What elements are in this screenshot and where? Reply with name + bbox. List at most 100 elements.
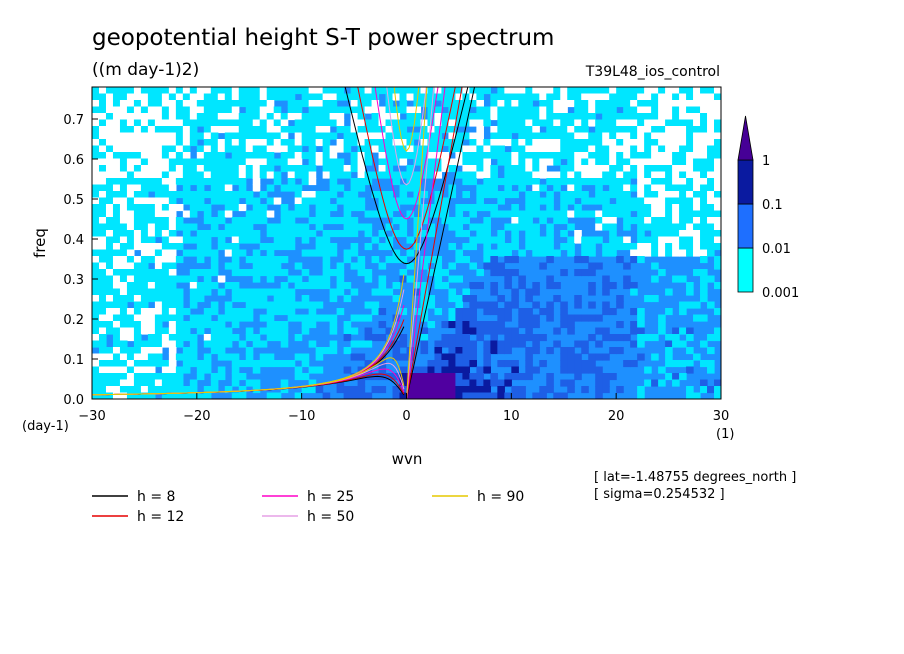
heatmap-cell (336, 217, 345, 225)
heatmap-cell (413, 178, 422, 186)
heatmap-cell (161, 301, 170, 309)
heatmap-cell (273, 106, 282, 114)
heatmap-cell (630, 360, 638, 368)
heatmap-cell (476, 145, 484, 153)
heatmap-cell (322, 93, 331, 101)
heatmap-cell (630, 158, 638, 166)
heatmap-cell (399, 223, 408, 231)
heatmap-cell (217, 327, 226, 335)
heatmap-cell (196, 249, 205, 257)
heatmap-cell (308, 152, 317, 160)
heatmap-cell (245, 145, 254, 153)
heatmap-cell (154, 269, 163, 277)
heatmap-cell (700, 236, 708, 244)
dispersion-curve-ig-h50 (386, 87, 427, 186)
heatmap-cell (686, 132, 694, 140)
heatmap-cell (574, 314, 582, 322)
heatmap-cell (245, 236, 254, 244)
heatmap-cell (140, 152, 149, 160)
heatmap-cell (679, 132, 687, 140)
heatmap-cell (483, 392, 491, 399)
heatmap-cell (112, 321, 121, 329)
heatmap-cell (546, 171, 554, 179)
heatmap-cell (238, 158, 247, 166)
heatmap-cell (504, 106, 512, 114)
heatmap-cell (686, 243, 694, 251)
heatmap-cell (175, 191, 184, 199)
heatmap-cell (567, 171, 575, 179)
heatmap-cell (378, 210, 387, 218)
heatmap-cell (399, 171, 408, 179)
heatmap-cell (168, 360, 177, 368)
heatmap-cell (658, 171, 666, 179)
heatmap-cell (665, 210, 673, 218)
heatmap-cell (203, 106, 212, 114)
heatmap-cell (588, 249, 596, 257)
heatmap-cell (546, 158, 554, 166)
heatmap-cell (315, 87, 324, 95)
heatmap-cell (539, 308, 547, 316)
heatmap-cell (455, 256, 464, 264)
heatmap-cell (350, 197, 359, 205)
heatmap-cell (399, 392, 408, 399)
x-unit-label: (1) (716, 427, 734, 442)
heatmap-cell (196, 106, 205, 114)
heatmap-cell (126, 360, 135, 368)
heatmap-cell (644, 113, 652, 121)
heatmap-cell (315, 353, 324, 361)
heatmap-cell (476, 87, 484, 95)
heatmap-cell (616, 93, 624, 101)
heatmap-cell (140, 145, 149, 153)
heatmap-cell (161, 269, 170, 277)
heatmap-cell (105, 366, 114, 374)
heatmap-cell (553, 119, 561, 127)
heatmap-cell (658, 178, 666, 186)
heatmap-cell (105, 236, 114, 244)
heatmap-cell (511, 301, 519, 309)
heatmap-cell (441, 360, 450, 368)
heatmap-cell (714, 308, 721, 316)
heatmap-cell (658, 197, 666, 205)
heatmap-cell (266, 152, 275, 160)
heatmap-cell (525, 197, 533, 205)
heatmap-cell (189, 113, 198, 121)
heatmap-cell (350, 353, 359, 361)
heatmap-cell (287, 314, 296, 322)
heatmap-cell (595, 223, 603, 231)
heatmap-cell (476, 158, 484, 166)
heatmap-cell (273, 113, 282, 121)
heatmap-cell (714, 191, 721, 199)
heatmap-cell (140, 321, 149, 329)
heatmap-cell (686, 93, 694, 101)
heatmap-cell (280, 119, 289, 127)
heatmap-cell (679, 210, 687, 218)
heatmap-cell (147, 165, 156, 173)
heatmap-cell (644, 145, 652, 153)
heatmap-cell (462, 295, 470, 303)
heatmap-cell (658, 139, 666, 147)
heatmap-cell (224, 106, 233, 114)
heatmap-cell (357, 178, 366, 186)
heatmap-cell (92, 301, 100, 309)
heatmap-cell (259, 314, 268, 322)
heatmap-cell (637, 113, 645, 121)
y-tick-label: 0.5 (63, 193, 84, 208)
heatmap-cell (364, 100, 373, 108)
heatmap-cell (504, 158, 512, 166)
heatmap-cell (329, 243, 338, 251)
heatmap-cell (196, 256, 205, 264)
heatmap-cell (707, 132, 715, 140)
heatmap-cell (147, 223, 156, 231)
heatmap-cell (378, 366, 387, 374)
heatmap-cell (301, 197, 310, 205)
heatmap-cell (92, 327, 100, 335)
heatmap-cell (224, 139, 233, 147)
heatmap-cell (490, 334, 498, 342)
heatmap-cell (92, 236, 100, 244)
heatmap-cell (560, 145, 568, 153)
heatmap-cell (301, 210, 310, 218)
heatmap-cell (112, 334, 121, 342)
heatmap-cell (693, 353, 701, 361)
heatmap-cell (238, 191, 247, 199)
heatmap-cell (273, 243, 282, 251)
